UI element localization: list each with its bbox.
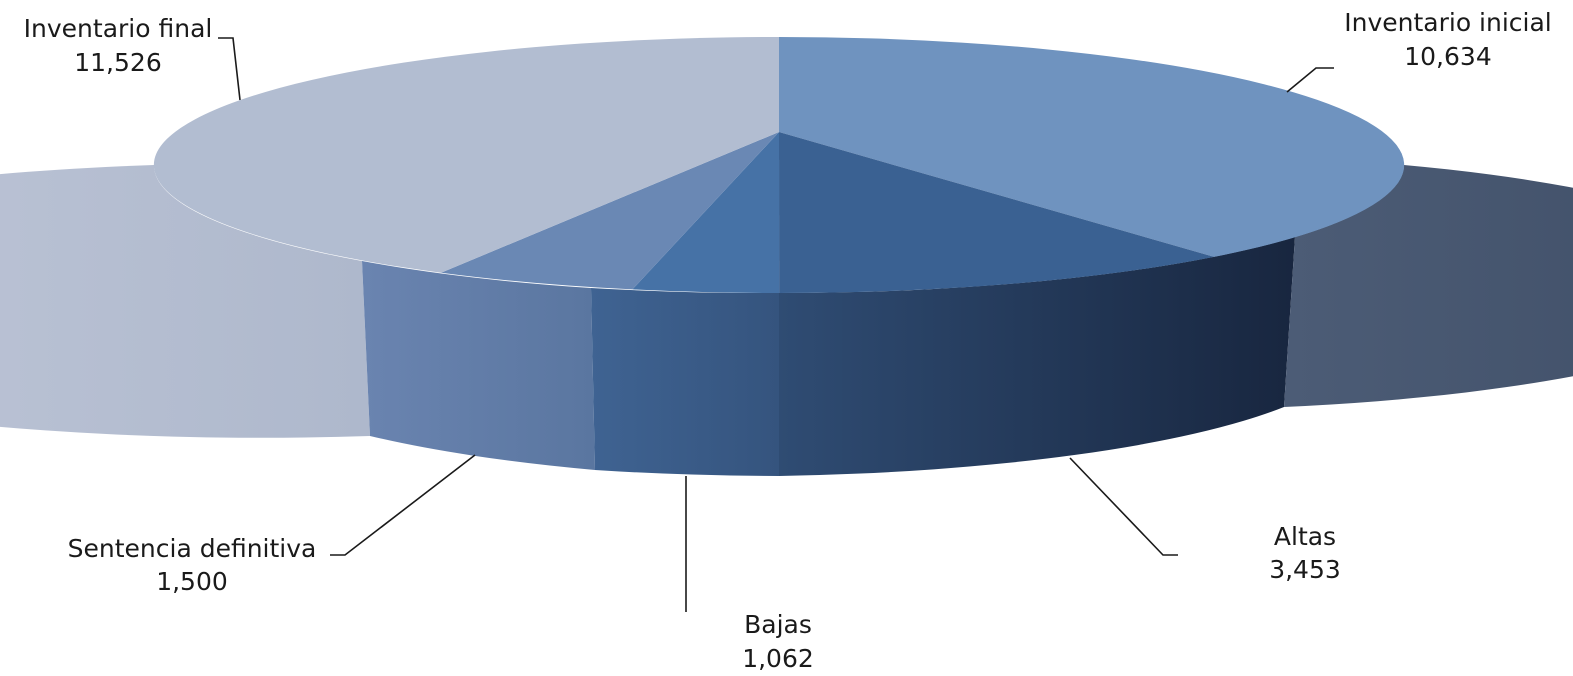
label-value-inventario-inicial: 10,634 xyxy=(1404,42,1491,71)
side-inventario-inicial xyxy=(1284,165,1573,407)
label-value-inventario-final: 11,526 xyxy=(74,48,161,77)
leader-inventario-final xyxy=(218,37,241,101)
label-name-altas: Altas xyxy=(1274,522,1336,551)
side-inventario-final xyxy=(0,165,370,438)
label-name-bajas: Bajas xyxy=(744,610,812,639)
pie-sides xyxy=(0,165,1573,476)
side-altas xyxy=(779,237,1295,476)
label-name-inventario-final: Inventario final xyxy=(24,14,213,43)
label-name-sentencia-definitiva: Sentencia definitiva xyxy=(68,534,317,563)
label-value-altas: 3,453 xyxy=(1269,555,1341,584)
side-sentencia-definitiva xyxy=(362,261,595,470)
label-value-bajas: 1,062 xyxy=(742,644,814,673)
label-name-inventario-inicial: Inventario inicial xyxy=(1344,8,1552,37)
leader-lines xyxy=(218,37,1334,612)
leader-inventario-inicial xyxy=(1286,67,1334,93)
slice-altas xyxy=(779,132,1215,293)
side-bajas xyxy=(591,288,779,476)
label-value-sentencia-definitiva: 1,500 xyxy=(156,567,228,596)
leader-altas xyxy=(1069,457,1178,556)
slice-sentencia-definitiva xyxy=(441,132,779,290)
slice-inventario-inicial xyxy=(779,36,1405,257)
leader-sentencia-definitiva xyxy=(330,454,476,556)
data-labels: Inventario final 11,526 Inventario inici… xyxy=(24,8,1552,673)
pie-top xyxy=(153,36,1405,293)
slice-bajas xyxy=(632,132,780,293)
slice-inventario-final xyxy=(153,36,779,273)
